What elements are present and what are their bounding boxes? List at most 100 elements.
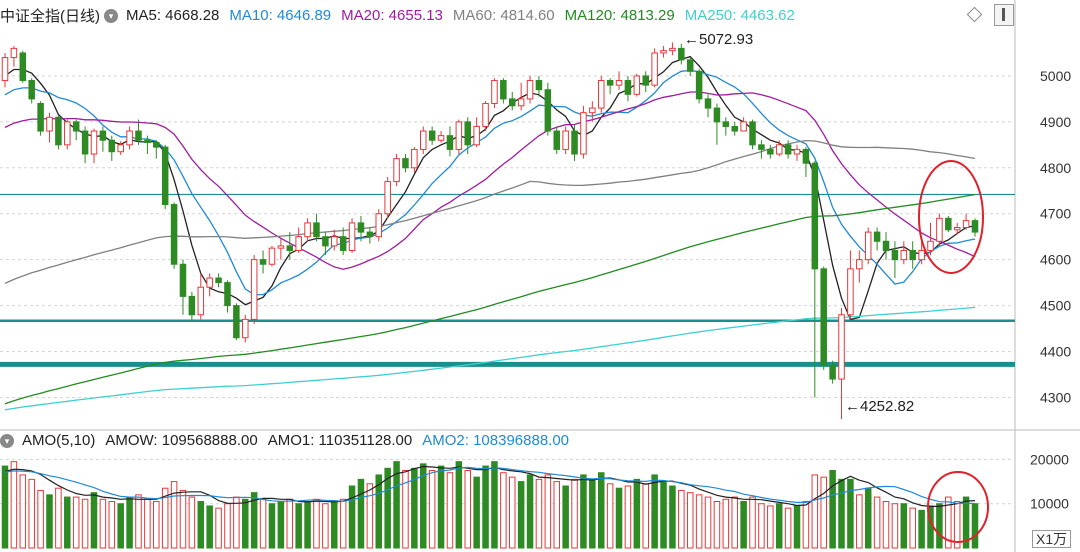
volume-bar [215, 507, 222, 549]
volume-bar [188, 496, 196, 549]
candle [856, 250, 863, 283]
volume-bar [339, 498, 347, 549]
ma5-label: MA5: 4668.28 [126, 7, 220, 24]
candle [384, 176, 391, 219]
volume-bar [571, 478, 578, 549]
volume-bar [179, 489, 187, 549]
moving-average-lines [4, 55, 976, 411]
candle-body [678, 47, 685, 61]
candle-body [64, 121, 71, 146]
candle [615, 71, 623, 90]
candle-body [713, 107, 721, 123]
candle [295, 227, 302, 253]
amo1-label: AMO1: 110351128.00 [267, 432, 413, 449]
volume-bar [268, 503, 276, 549]
candle [784, 140, 792, 159]
candle-body [224, 282, 231, 307]
candle [553, 126, 561, 155]
volume-bar [544, 474, 552, 549]
volume-bar [633, 478, 641, 549]
candle [864, 227, 872, 265]
candle [838, 307, 845, 420]
candle [348, 218, 356, 253]
candle-body [304, 222, 311, 238]
candle [678, 43, 685, 65]
candle-body [206, 277, 213, 288]
candle-body [962, 220, 970, 228]
candle [170, 202, 178, 269]
volume-bar [820, 476, 827, 549]
candle-body [749, 121, 756, 146]
ma120-label: MA120: 4813.29 [564, 7, 675, 24]
candle [455, 119, 463, 155]
candle-body [936, 217, 943, 242]
candle-body [242, 318, 249, 339]
settings-icon[interactable]: ▾ [104, 8, 118, 23]
candle-body [179, 263, 187, 297]
price-tick-label: 4500 [1040, 298, 1071, 314]
candle-body [517, 98, 525, 107]
candle-body [633, 75, 641, 95]
volume-bar [526, 474, 534, 549]
candle-body [455, 121, 463, 150]
volume-bar [856, 494, 863, 549]
candle-body [99, 130, 107, 141]
amo-title: AMO(5,10) [22, 432, 96, 449]
candle [882, 232, 890, 260]
candle-body [331, 236, 338, 247]
candle [331, 229, 338, 251]
candle-body [473, 125, 480, 146]
ma10-label: MA10: 4646.89 [229, 7, 332, 24]
candle-body [820, 268, 827, 366]
candle [19, 50, 27, 83]
price-highlight-circle [918, 160, 984, 274]
volume-bar [642, 483, 649, 549]
volume-unit-label: X1万 [1032, 530, 1072, 548]
candle-body [393, 158, 400, 183]
candle-body [500, 80, 507, 100]
volume-bar [366, 483, 374, 549]
volume-bar [508, 476, 516, 549]
candle-body [108, 139, 116, 153]
volume-highlight-circle [927, 471, 989, 543]
candle-body [882, 240, 890, 251]
candle-body [233, 305, 240, 339]
candle-body [37, 102, 44, 132]
candle [81, 126, 89, 164]
candle-body [669, 47, 676, 52]
candle [242, 314, 249, 343]
volume-bar [455, 461, 463, 549]
volume-bar [686, 492, 694, 549]
volume-bar [704, 496, 712, 549]
volume-bar [99, 498, 107, 549]
candle-body [188, 295, 196, 316]
volume-bar [945, 496, 952, 549]
candle [562, 126, 569, 155]
volume-bar [678, 489, 685, 549]
candle [651, 48, 658, 88]
candle [589, 101, 596, 122]
volume-bar [28, 478, 35, 549]
candle [322, 232, 329, 256]
volume-bar [909, 507, 916, 549]
volume-bar [953, 501, 961, 549]
candle [927, 222, 934, 256]
candle [233, 303, 240, 341]
price-axis: 4300 4400 4500 4600 4700 4800 4900 5000 [1040, 68, 1071, 406]
volume-legend: ▾ AMO(5,10) AMOW: 109568888.00 AMO1: 110… [0, 432, 579, 449]
candle-body [740, 121, 747, 132]
volume-bar [259, 498, 267, 549]
candle-body [544, 89, 552, 132]
candle-body [313, 222, 320, 238]
volume-bar [580, 474, 587, 549]
volume-bar [731, 496, 738, 549]
candle [144, 135, 151, 155]
scrollbar-handle[interactable] [994, 4, 1014, 26]
candle-body [562, 130, 569, 150]
candle [535, 75, 543, 97]
candle-body [900, 249, 908, 261]
candle [669, 42, 676, 56]
candle [847, 250, 854, 320]
volume-settings-icon[interactable]: ▾ [0, 433, 14, 448]
